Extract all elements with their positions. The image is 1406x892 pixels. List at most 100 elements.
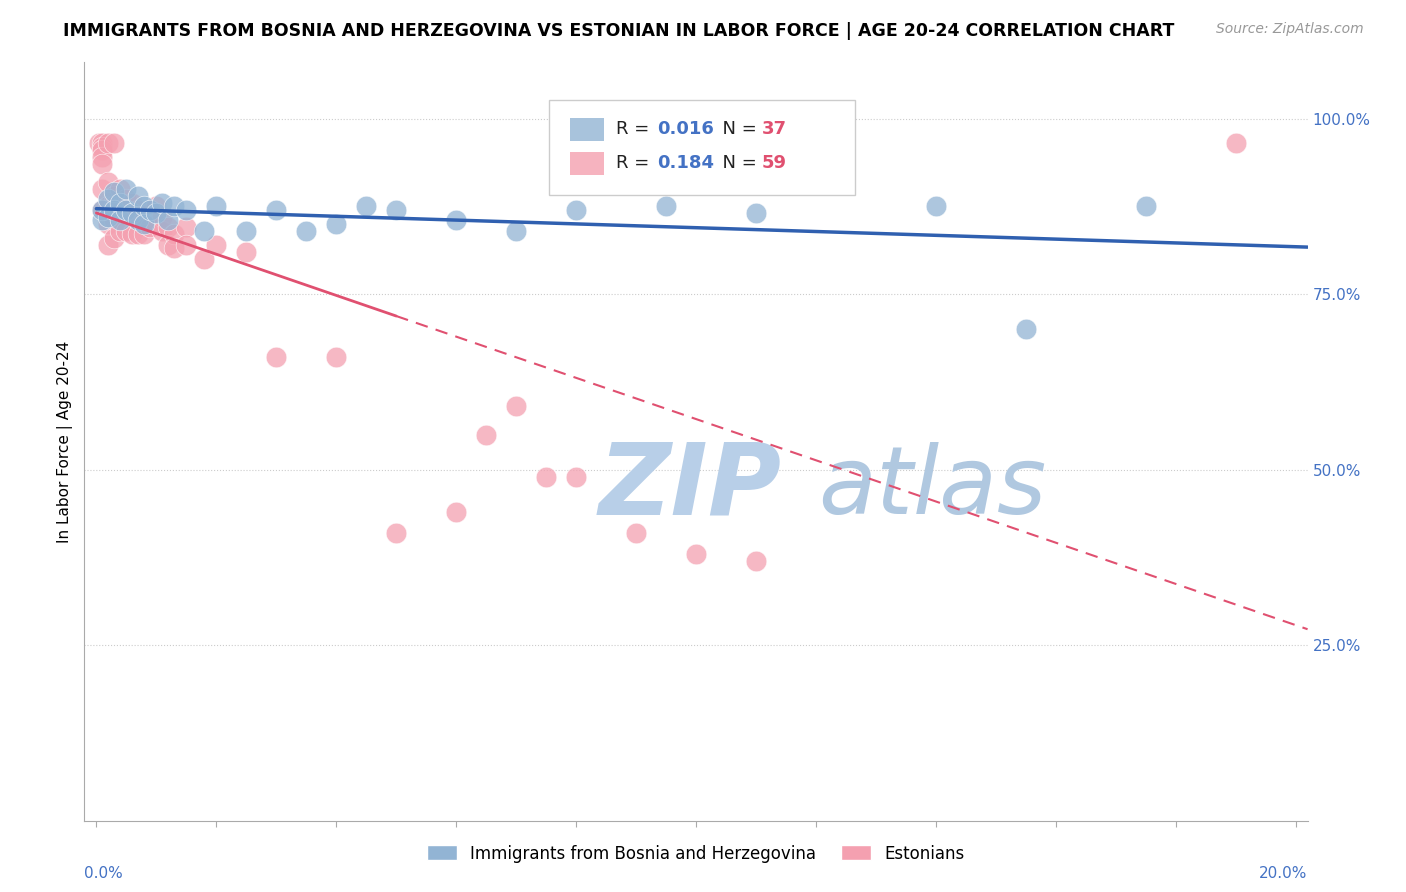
Point <box>91 202 114 217</box>
Point <box>110 182 132 196</box>
Point <box>127 213 149 227</box>
Point <box>103 199 125 213</box>
Point <box>127 227 149 242</box>
Point <box>157 213 180 227</box>
Point <box>134 227 156 242</box>
Point <box>121 227 143 242</box>
Point <box>115 202 138 217</box>
Point <box>163 199 186 213</box>
Point <box>91 202 114 217</box>
Text: ZIP: ZIP <box>598 439 782 535</box>
Point <box>134 199 156 213</box>
Point <box>103 136 125 151</box>
Point <box>565 469 588 483</box>
Y-axis label: In Labor Force | Age 20-24: In Labor Force | Age 20-24 <box>58 341 73 542</box>
Point <box>121 195 143 210</box>
Point <box>264 351 287 365</box>
Point <box>145 217 167 231</box>
Text: atlas: atlas <box>818 442 1046 533</box>
Point <box>150 195 173 210</box>
Text: 0.0%: 0.0% <box>84 866 124 881</box>
Point <box>110 213 132 227</box>
Point <box>624 525 647 540</box>
Point <box>1225 136 1247 151</box>
Point <box>103 202 125 217</box>
Point <box>174 202 197 217</box>
Point <box>145 199 167 213</box>
Point <box>150 210 173 224</box>
Point <box>110 195 132 210</box>
Point <box>685 547 707 561</box>
Point <box>505 224 527 238</box>
Point <box>1015 322 1038 336</box>
Point <box>134 213 156 227</box>
Point <box>103 213 125 227</box>
Point <box>134 217 156 231</box>
Point <box>157 238 180 252</box>
Point <box>205 238 228 252</box>
Point <box>97 192 120 206</box>
Text: 59: 59 <box>762 154 787 172</box>
Point <box>925 199 948 213</box>
Point <box>385 202 408 217</box>
Text: IMMIGRANTS FROM BOSNIA AND HERZEGOVINA VS ESTONIAN IN LABOR FORCE | AGE 20-24 CO: IMMIGRANTS FROM BOSNIA AND HERZEGOVINA V… <box>63 22 1174 40</box>
Point <box>163 242 186 256</box>
Point <box>97 199 120 213</box>
Point <box>121 206 143 220</box>
Point <box>97 217 120 231</box>
Text: R =: R = <box>616 120 655 138</box>
Point <box>91 139 114 153</box>
Point <box>97 210 120 224</box>
Point <box>295 224 318 238</box>
Point <box>115 206 138 220</box>
Point <box>444 505 467 519</box>
Point <box>91 143 114 157</box>
Point <box>534 469 557 483</box>
Point <box>115 224 138 238</box>
Point <box>89 136 111 151</box>
Point <box>150 224 173 238</box>
Text: 37: 37 <box>762 120 787 138</box>
Point <box>325 351 347 365</box>
Point <box>174 238 197 252</box>
Point <box>97 136 120 151</box>
Point <box>110 224 132 238</box>
Point <box>354 199 377 213</box>
FancyBboxPatch shape <box>569 118 605 141</box>
Point <box>475 427 498 442</box>
Point <box>325 217 347 231</box>
Point <box>264 202 287 217</box>
Point <box>91 182 114 196</box>
Point <box>91 136 114 151</box>
Text: N =: N = <box>710 120 762 138</box>
Point <box>505 400 527 414</box>
Point <box>745 554 768 568</box>
Point <box>193 224 215 238</box>
Point <box>385 525 408 540</box>
Point <box>193 252 215 266</box>
Point <box>121 210 143 224</box>
Point <box>115 192 138 206</box>
Point <box>103 231 125 245</box>
Text: 20.0%: 20.0% <box>1260 866 1308 881</box>
Point <box>205 199 228 213</box>
Point <box>115 182 138 196</box>
Point <box>127 189 149 203</box>
Point <box>139 220 162 235</box>
Text: 0.184: 0.184 <box>657 154 714 172</box>
Point <box>110 202 132 217</box>
Text: 0.016: 0.016 <box>657 120 714 138</box>
Point <box>745 206 768 220</box>
Point <box>97 175 120 189</box>
Point <box>127 202 149 217</box>
Point <box>235 244 257 259</box>
Point <box>565 202 588 217</box>
Text: Source: ZipAtlas.com: Source: ZipAtlas.com <box>1216 22 1364 37</box>
Point <box>103 186 125 200</box>
Point <box>91 213 114 227</box>
Legend: Immigrants from Bosnia and Herzegovina, Estonians: Immigrants from Bosnia and Herzegovina, … <box>420 838 972 869</box>
Point <box>139 202 162 217</box>
Point <box>103 189 125 203</box>
Point <box>174 220 197 235</box>
Point <box>157 220 180 235</box>
